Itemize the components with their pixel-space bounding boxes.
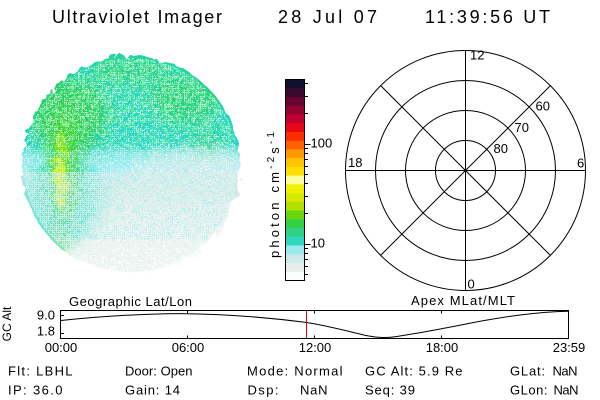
svg-text:NaN: NaN <box>300 383 328 398</box>
svg-text:GLat:: GLat: <box>510 364 545 379</box>
svg-text:100: 100 <box>311 136 333 151</box>
svg-text:GC Alt: GC Alt <box>0 306 14 341</box>
svg-text:00:00: 00:00 <box>45 340 78 355</box>
svg-text:Seq: 39: Seq: 39 <box>365 383 415 398</box>
svg-text:12:00: 12:00 <box>299 340 332 355</box>
svg-text:Door: Open: Door: Open <box>125 364 193 379</box>
svg-text:80: 80 <box>494 141 508 156</box>
svg-text:70: 70 <box>515 120 529 135</box>
svg-text:18: 18 <box>348 155 362 170</box>
svg-text:0: 0 <box>468 277 475 292</box>
svg-text:Dsp:: Dsp: <box>248 383 279 398</box>
svg-text:12: 12 <box>470 48 484 63</box>
svg-text:1.8: 1.8 <box>37 324 55 339</box>
svg-text:Gain: 14: Gain: 14 <box>125 383 180 398</box>
svg-text:Flt: LBHL: Flt: LBHL <box>8 364 73 379</box>
svg-text:6: 6 <box>577 156 584 171</box>
svg-text:9.0: 9.0 <box>37 308 55 323</box>
svg-text:Mode: Normal: Mode: Normal <box>247 364 343 379</box>
svg-text:Apex MLat/MLT: Apex MLat/MLT <box>411 293 515 308</box>
svg-text:NaN: NaN <box>554 383 579 398</box>
svg-text:60: 60 <box>536 99 550 114</box>
svg-text:IP: 36.0: IP: 36.0 <box>8 383 63 398</box>
svg-text:18:00: 18:00 <box>426 340 459 355</box>
svg-text:10: 10 <box>311 236 325 251</box>
svg-text:23:59: 23:59 <box>553 340 586 355</box>
svg-text:Geographic Lat/Lon: Geographic Lat/Lon <box>69 294 192 309</box>
svg-text:06:00: 06:00 <box>172 340 205 355</box>
svg-text:GC Alt: 5.9 Re: GC Alt: 5.9 Re <box>365 364 463 379</box>
svg-text:28 Jul 07: 28 Jul 07 <box>278 7 377 27</box>
svg-text:NaN: NaN <box>553 364 578 379</box>
svg-text:GLon:: GLon: <box>510 383 548 398</box>
